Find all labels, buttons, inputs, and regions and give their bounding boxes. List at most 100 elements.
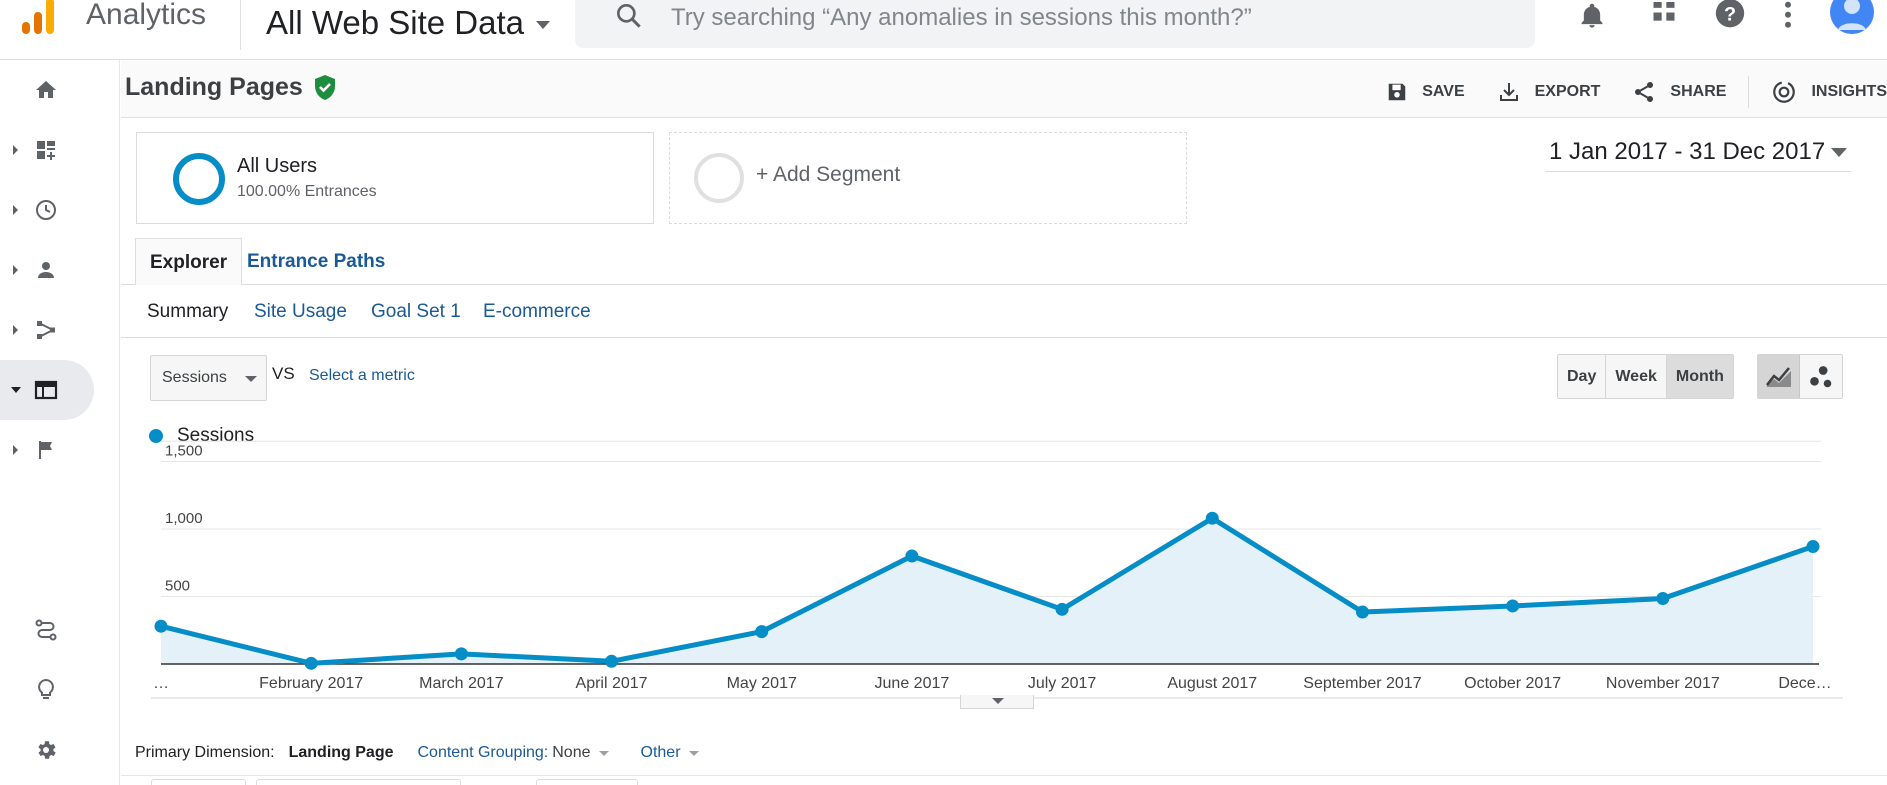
nav-acquisition[interactable]: [0, 300, 94, 360]
x-tick-label: August 2017: [1167, 675, 1257, 692]
tab-entrance-paths[interactable]: Entrance Paths: [247, 251, 386, 272]
export-icon: [1499, 83, 1518, 101]
nav-discover[interactable]: [0, 660, 94, 720]
sessions-chart[interactable]: 500 1,000 1,500 … February 2017 March 2017 Apr…: [121, 60, 1887, 700]
metric-dropdown[interactable]: Sessions: [150, 355, 267, 401]
add-segment-button[interactable]: + Add Segment: [669, 132, 1187, 224]
data-point[interactable]: [154, 619, 168, 633]
content-grouping-label[interactable]: Content Grouping:: [417, 744, 549, 761]
collapse-chart-handle[interactable]: [960, 695, 1034, 709]
save-icon: [1388, 83, 1406, 101]
nav-behavior[interactable]: [0, 360, 94, 420]
search-icon: [617, 3, 641, 28]
subtab-site-usage[interactable]: Site Usage: [254, 301, 347, 322]
nav-realtime[interactable]: [0, 180, 94, 240]
report-header: Landing Pages SAVE EXPORT SHARE INSIGHTS: [121, 60, 1887, 118]
share-label: SHARE: [1670, 83, 1727, 100]
primary-dimension-bar: Primary Dimension: Landing Page Content …: [135, 744, 731, 762]
content-grouping-value[interactable]: None: [552, 744, 591, 761]
line-chart-icon: [1765, 366, 1791, 387]
add-segment-label: + Add Segment: [756, 163, 901, 186]
insights-icon: [1773, 81, 1796, 103]
x-tick-label: September 2017: [1303, 675, 1421, 692]
x-tick-label: October 2017: [1464, 675, 1561, 692]
divider: [121, 775, 1887, 776]
sort-type-control[interactable]: [256, 779, 461, 785]
left-navigation: [0, 60, 120, 785]
data-point[interactable]: [605, 654, 619, 668]
nav-audience[interactable]: [0, 240, 94, 300]
chevron-down-icon: [536, 21, 551, 29]
granularity-month-button[interactable]: Month: [1666, 355, 1733, 398]
chart-type-toggle: [1757, 354, 1843, 399]
expand-arrow-icon: [13, 445, 18, 455]
nav-home[interactable]: [0, 60, 94, 120]
subtab-ecommerce[interactable]: E-commerce: [483, 301, 591, 322]
notifications-icon[interactable]: [1574, 0, 1610, 32]
page-title: Landing Pages: [125, 73, 303, 101]
expand-arrow-icon: [13, 325, 18, 335]
data-point[interactable]: [304, 656, 318, 670]
audience-icon: [38, 262, 54, 278]
select-metric-link[interactable]: Select a metric: [309, 367, 415, 384]
date-range-picker[interactable]: 1 Jan 2017 - 31 Dec 2017: [1545, 136, 1851, 172]
other-dimension-link[interactable]: Other: [640, 744, 681, 761]
property-selector[interactable]: All Web Site Data: [266, 4, 551, 42]
lightbulb-icon: [38, 678, 54, 699]
x-tick-label: …: [153, 675, 169, 692]
nav-admin[interactable]: [0, 720, 94, 780]
secondary-dimension-control[interactable]: [151, 779, 246, 785]
nav-attribution[interactable]: [0, 600, 94, 660]
tab-explorer[interactable]: Explorer: [135, 238, 243, 285]
granularity-week-button[interactable]: Week: [1606, 355, 1667, 398]
x-tick-label: November 2017: [1606, 675, 1720, 692]
granularity-day-button[interactable]: Day: [1558, 355, 1607, 398]
attribution-icon: [35, 619, 57, 641]
help-icon[interactable]: ?: [1712, 0, 1748, 32]
chevron-down-icon: [1831, 148, 1847, 157]
verified-shield-icon: [315, 75, 335, 100]
dimension-landing-page[interactable]: Landing Page: [288, 744, 394, 761]
data-point[interactable]: [454, 647, 468, 661]
y-tick-label: 500: [165, 578, 190, 595]
account-avatar-icon[interactable]: [1828, 0, 1876, 34]
data-point[interactable]: [1055, 602, 1069, 616]
insights-button[interactable]: INSIGHTS: [1771, 79, 1887, 105]
subtab-goal-set[interactable]: Goal Set 1: [371, 301, 461, 322]
share-button[interactable]: SHARE: [1632, 80, 1726, 104]
x-tick-label: June 2017: [875, 675, 950, 692]
flag-icon: [39, 441, 52, 459]
line-chart-button[interactable]: [1758, 355, 1800, 398]
segment-all-users[interactable]: All Users 100.00% Entrances: [136, 132, 654, 224]
insights-label: INSIGHTS: [1811, 83, 1887, 100]
data-point[interactable]: [1506, 599, 1520, 613]
data-point[interactable]: [755, 625, 769, 639]
subtab-summary[interactable]: Summary: [147, 301, 229, 322]
main-content: Landing Pages SAVE EXPORT SHARE INSIGHTS: [121, 60, 1887, 785]
realtime-icon: [36, 200, 56, 220]
more-vert-icon[interactable]: [1770, 0, 1806, 32]
data-point[interactable]: [1806, 540, 1820, 554]
save-button[interactable]: SAVE: [1386, 81, 1465, 103]
export-button[interactable]: EXPORT: [1497, 80, 1600, 104]
nav-customization[interactable]: [0, 120, 94, 180]
data-point[interactable]: [905, 549, 919, 563]
apps-grid-icon[interactable]: [1646, 0, 1682, 32]
search-box[interactable]: [575, 0, 1535, 48]
data-point[interactable]: [1656, 592, 1670, 606]
expand-arrow-icon: [13, 265, 18, 275]
search-table-control[interactable]: [536, 779, 638, 785]
y-tick-label: 1,000: [165, 510, 203, 527]
gear-icon: [38, 741, 56, 759]
motion-chart-icon: [1810, 365, 1832, 387]
motion-chart-button[interactable]: [1800, 355, 1842, 398]
nav-conversions[interactable]: [0, 420, 94, 480]
search-input[interactable]: [671, 4, 1491, 32]
x-tick-label: July 2017: [1028, 675, 1097, 692]
sessions-area: [161, 518, 1813, 664]
data-point[interactable]: [1205, 511, 1219, 525]
expand-arrow-icon: [13, 145, 18, 155]
analytics-logo-icon[interactable]: [18, 0, 58, 38]
divider: [240, 0, 241, 50]
data-point[interactable]: [1355, 605, 1369, 619]
